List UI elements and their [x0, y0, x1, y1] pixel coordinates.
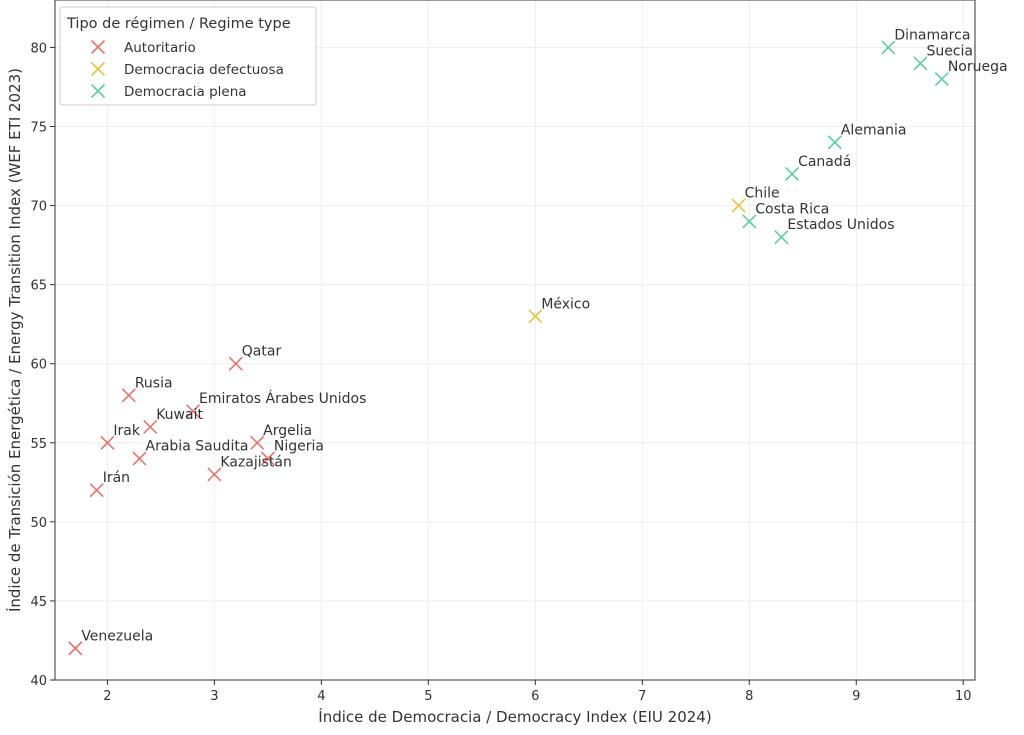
point-label: Arabia Saudita	[146, 439, 249, 455]
y-tick-label: 40	[30, 674, 47, 689]
x-tick-label: 9	[852, 689, 860, 704]
point-label: Dinamarca	[894, 27, 970, 43]
marker-stroke	[90, 39, 106, 55]
point-label: Estados Unidos	[787, 217, 894, 233]
x-tick-label: 5	[424, 689, 432, 704]
legend-entry-label: Democracia defectuosa	[124, 62, 284, 78]
point-label: Chile	[745, 186, 780, 202]
data-point	[774, 230, 789, 245]
point-label: Argelia	[263, 423, 312, 439]
data-point	[913, 56, 928, 71]
plot-frame	[54, 0, 976, 681]
data-point	[100, 435, 115, 450]
marker-stroke	[143, 419, 158, 435]
point-label: Canadá	[798, 154, 851, 170]
point-label: México	[541, 296, 590, 312]
y-tick-label: 60	[30, 358, 47, 373]
marker-stroke	[260, 451, 275, 466]
x-tick-label: 8	[745, 689, 753, 704]
data-point	[68, 641, 83, 656]
data-point	[260, 451, 275, 466]
point-label: Irán	[103, 470, 130, 486]
marker-stroke	[774, 230, 789, 245]
marker-stroke	[785, 166, 800, 182]
data-point	[742, 214, 757, 229]
data-point	[143, 419, 158, 435]
marker-stroke	[89, 483, 104, 498]
data-point	[132, 451, 147, 466]
marker-stroke	[913, 56, 928, 71]
x-tick-label: 10	[955, 689, 972, 704]
y-tick-label: 75	[30, 121, 47, 136]
x-tick-label: 2	[103, 689, 111, 704]
y-tick-label: 50	[30, 516, 47, 531]
data-point	[185, 404, 201, 419]
point-label: Suecia	[926, 43, 973, 59]
marker-stroke	[100, 435, 115, 450]
marker-stroke	[207, 467, 222, 482]
marker-stroke	[90, 83, 106, 99]
marker-stroke	[934, 72, 949, 87]
marker-stroke	[132, 451, 147, 466]
marker-stroke	[881, 40, 896, 55]
data-point	[934, 72, 949, 87]
marker-stroke	[90, 61, 106, 77]
marker-stroke	[742, 214, 757, 229]
y-tick-label: 65	[30, 279, 47, 294]
x-tick-label: 6	[531, 689, 539, 704]
y-tick-label: 45	[30, 595, 47, 610]
point-label: Qatar	[242, 344, 282, 360]
point-label: Venezuela	[81, 628, 153, 644]
data-point	[827, 135, 842, 150]
point-label: Irak	[113, 423, 140, 439]
point-label: Kuwait	[156, 407, 203, 423]
legend-marker	[90, 83, 106, 99]
marker-stroke	[528, 309, 543, 324]
marker-stroke	[228, 356, 243, 371]
x-tick-label: 7	[638, 689, 646, 704]
data-point	[731, 198, 746, 213]
point-label: Alemania	[841, 122, 907, 138]
marker-stroke	[250, 435, 265, 450]
data-point	[785, 166, 800, 182]
legend-entry-label: Democracia plena	[124, 84, 247, 100]
point-label: Nigeria	[274, 439, 324, 455]
y-axis-label: Índice de Transición Energética / Energy…	[5, 68, 24, 612]
data-point	[881, 40, 896, 55]
data-point	[250, 435, 265, 450]
marker-stroke	[827, 135, 842, 150]
y-tick-label: 55	[30, 437, 47, 452]
marker-stroke	[68, 641, 83, 656]
point-label: Emiratos Árabes Unidos	[199, 390, 366, 407]
data-point	[528, 309, 543, 324]
point-label: Rusia	[135, 375, 173, 391]
x-tick-label: 4	[317, 689, 325, 704]
legend-title: Tipo de régimen / Regime type	[66, 16, 291, 32]
y-tick-label: 70	[30, 200, 47, 215]
y-tick-label: 80	[30, 41, 47, 56]
legend-marker	[90, 61, 106, 77]
data-point	[207, 467, 222, 482]
legend-marker	[90, 39, 106, 55]
data-point	[89, 483, 104, 498]
x-axis-label: Índice de Democracia / Democracy Index (…	[318, 707, 711, 726]
grid	[55, 0, 975, 681]
data-point	[121, 388, 136, 403]
point-label: Noruega	[948, 59, 1008, 75]
legend-box	[59, 6, 317, 106]
marker-stroke	[731, 198, 746, 213]
data-point	[228, 356, 243, 371]
marker-stroke	[121, 388, 136, 403]
point-label: Costa Rica	[755, 201, 829, 217]
x-tick-label: 3	[210, 689, 218, 704]
marker-stroke	[185, 404, 201, 419]
point-label: Kazajistán	[220, 454, 291, 470]
legend: Tipo de régimen / Regime type Autoritari…	[59, 6, 317, 106]
legend-entry-label: Autoritario	[124, 40, 196, 56]
